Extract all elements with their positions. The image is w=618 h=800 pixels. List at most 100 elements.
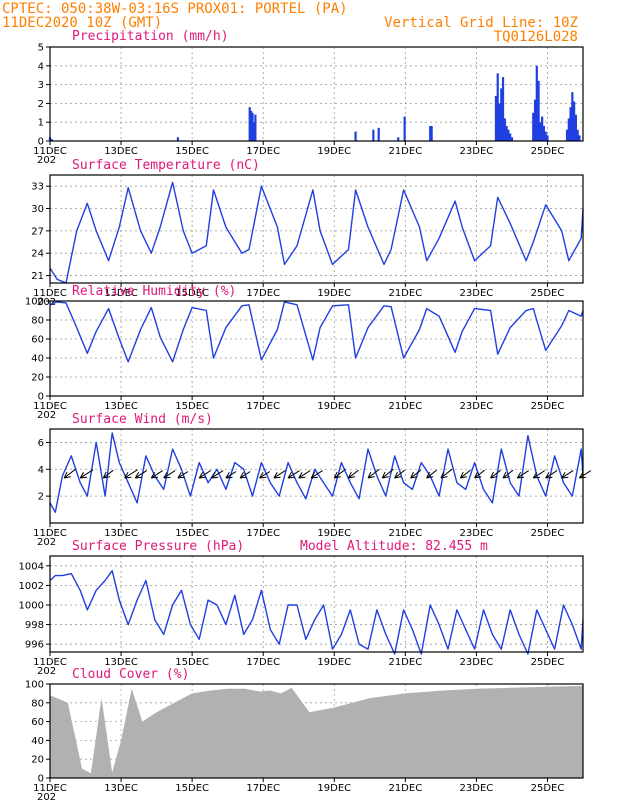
x-tick-label: 13DEC bbox=[104, 288, 138, 299]
y-tick-label: 6 bbox=[38, 438, 44, 449]
x-year-label: 202 bbox=[37, 410, 56, 421]
precip-bar bbox=[505, 125, 508, 141]
panel-title-precipitation: Precipitation (mm/h) bbox=[72, 29, 229, 44]
wind-arrow bbox=[474, 469, 485, 479]
wind-arrow bbox=[177, 471, 189, 479]
wind-arrow-shaft bbox=[532, 470, 545, 479]
wind-arrow-shaft bbox=[273, 470, 286, 479]
wind-arrow-shaft bbox=[502, 469, 514, 479]
wind-arrow bbox=[459, 469, 471, 479]
x-tick-label: 13DEC bbox=[104, 783, 138, 794]
wind-arrow bbox=[426, 469, 437, 479]
wind-arrow-shaft bbox=[79, 469, 94, 479]
precip-bar bbox=[503, 118, 506, 141]
panel-frame bbox=[49, 428, 584, 524]
wind-arrow-head bbox=[259, 471, 267, 479]
x-tick-label: 25DEC bbox=[531, 401, 565, 412]
panel-frame bbox=[49, 683, 584, 779]
wind-arrow bbox=[287, 470, 300, 479]
wind-arrow-shaft bbox=[225, 471, 237, 479]
panel-frame bbox=[49, 300, 584, 397]
x-tick-label: 11DEC bbox=[33, 783, 67, 794]
wind-arrow-shaft bbox=[298, 470, 311, 479]
wind-arrow-shaft bbox=[460, 469, 471, 479]
x-tick-label: 17DEC bbox=[246, 528, 280, 539]
precip-bar bbox=[542, 125, 546, 141]
x-tick-label: 11DEC bbox=[33, 146, 67, 157]
wind-arrow-head bbox=[287, 471, 295, 479]
precip-bar bbox=[510, 137, 514, 141]
series-line-humidity bbox=[49, 301, 584, 363]
panel-pressure: 996 998 1000 1002 1004 11DEC 13DEC 15DEC 17DEC 19… bbox=[19, 539, 584, 677]
precip-bar bbox=[532, 112, 535, 141]
precip-bar bbox=[372, 129, 375, 141]
x-tick-label: 15DEC bbox=[175, 401, 209, 412]
wind-arrow bbox=[310, 470, 323, 479]
wind-arrow bbox=[490, 469, 501, 479]
wind-arrow-shaft bbox=[410, 469, 421, 479]
wind-arrow bbox=[410, 469, 421, 479]
y-tick-label: 100 bbox=[25, 680, 44, 691]
wind-arrow-head bbox=[333, 471, 341, 479]
precip-bar bbox=[541, 116, 544, 141]
wind-arrow-shaft bbox=[198, 470, 211, 479]
panel-title-pressure: Surface Pressure (hPa) bbox=[72, 539, 244, 554]
x-tick-label: 23DEC bbox=[460, 146, 494, 157]
precip-bar bbox=[569, 107, 572, 141]
precip-bar bbox=[535, 65, 538, 141]
precip-bar bbox=[576, 129, 579, 141]
x-tick-label: 11DEC bbox=[33, 401, 67, 412]
wind-arrow bbox=[381, 468, 394, 479]
wind-arrow-head bbox=[348, 471, 356, 479]
y-tick-label: 60 bbox=[31, 335, 44, 346]
header-date: 11DEC2020 10Z (GMT) bbox=[2, 15, 162, 31]
wind-arrow bbox=[79, 469, 94, 479]
wind-arrow-shaft bbox=[259, 471, 270, 479]
x-tick-label: 19DEC bbox=[317, 288, 351, 299]
precip-bar bbox=[500, 88, 503, 141]
precip-bar bbox=[403, 116, 406, 141]
wind-arrow-head bbox=[102, 471, 110, 479]
precip-bar bbox=[248, 107, 251, 141]
x-tick-label: 23DEC bbox=[460, 528, 494, 539]
x-tick-label: 19DEC bbox=[317, 783, 351, 794]
x-tick-label: 19DEC bbox=[317, 401, 351, 412]
x-tick-label: 25DEC bbox=[531, 783, 565, 794]
wind-arrow-head bbox=[440, 471, 448, 479]
cloud-cover-area bbox=[50, 685, 583, 778]
precip-bar bbox=[430, 125, 433, 141]
x-tick-label: 17DEC bbox=[246, 288, 280, 299]
wind-arrow bbox=[348, 469, 359, 479]
precip-bar bbox=[498, 103, 501, 141]
x-tick-label: 21DEC bbox=[388, 288, 422, 299]
wind-arrow-shaft bbox=[426, 469, 437, 479]
x-tick-label: 25DEC bbox=[531, 528, 565, 539]
x-tick-label: 17DEC bbox=[246, 657, 280, 668]
precip-bar bbox=[537, 80, 540, 141]
wind-arrow-head bbox=[426, 471, 434, 479]
x-tick-label: 11DEC bbox=[33, 657, 67, 668]
precip-bar bbox=[251, 112, 254, 141]
wind-arrow-head bbox=[239, 471, 247, 479]
wind-arrow bbox=[394, 469, 405, 479]
x-tick-label: 13DEC bbox=[104, 657, 138, 668]
wind-arrow-shaft bbox=[367, 468, 380, 479]
wind-arrow-head bbox=[225, 471, 233, 479]
wind-arrow-shaft bbox=[440, 468, 453, 479]
panel-title-humidity: Relative Humidity (%) bbox=[72, 284, 236, 299]
panel-title-cloud: Cloud Cover (%) bbox=[72, 667, 189, 682]
wind-arrow-head bbox=[310, 471, 318, 479]
wind-arrow bbox=[259, 471, 270, 479]
y-tick-label: 1002 bbox=[19, 581, 44, 592]
wind-arrow-head bbox=[502, 471, 510, 479]
precip-bar bbox=[501, 77, 505, 141]
x-tick-label: 13DEC bbox=[104, 528, 138, 539]
precip-bar bbox=[571, 92, 574, 141]
x-tick-label: 21DEC bbox=[388, 528, 422, 539]
y-tick-label: 30 bbox=[31, 204, 44, 215]
wind-arrow-shaft bbox=[124, 469, 138, 479]
wind-arrow bbox=[102, 469, 114, 479]
wind-arrow-shaft bbox=[211, 470, 224, 479]
y-tick-label: 4 bbox=[38, 61, 44, 72]
